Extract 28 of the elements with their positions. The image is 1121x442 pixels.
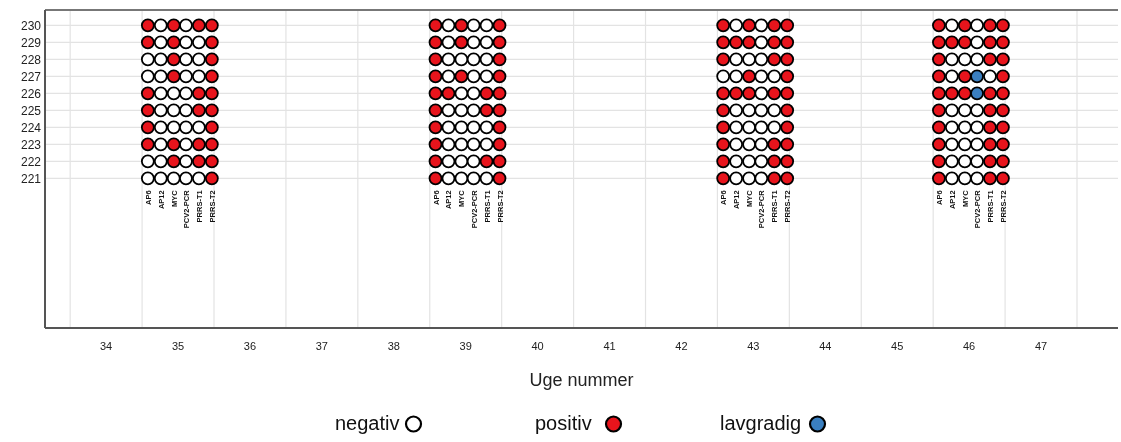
y-tick-label: 224 — [20, 120, 42, 135]
x-tick-label: 40 — [531, 340, 544, 352]
x-tick-label: 42 — [675, 340, 688, 352]
x-tick-label: 44 — [819, 340, 832, 352]
y-tick-label: 229 — [20, 35, 42, 50]
y-tick-label: 225 — [20, 103, 42, 118]
x-tick-label: 45 — [891, 340, 904, 352]
y-tick-label: 223 — [20, 137, 42, 152]
x-tick-label: 36 — [243, 340, 257, 352]
x-tick-label: 35 — [171, 340, 185, 352]
x-tick-label: 38 — [387, 340, 400, 352]
x-tick-label: 43 — [747, 340, 760, 352]
legend-label: lavgradig — [720, 412, 802, 434]
y-tick-label: 227 — [20, 69, 42, 84]
y-tick-label: 230 — [20, 18, 42, 33]
y-tick-label: 226 — [20, 86, 42, 101]
legend-label: negativ — [335, 412, 400, 434]
x-tick-label: 39 — [459, 340, 472, 352]
y-tick-label: 228 — [20, 52, 42, 67]
x-tick-label: 41 — [603, 340, 616, 352]
x-tick-label: 34 — [100, 340, 113, 352]
x-tick-label: 47 — [1034, 340, 1048, 352]
x-tick-label: 37 — [315, 340, 329, 352]
x-tick-label: 46 — [963, 340, 976, 352]
y-tick-label: 221 — [20, 171, 42, 186]
legend-label: positiv — [535, 412, 592, 434]
x-axis-title: Uge nummer — [529, 370, 634, 390]
y-tick-label: 222 — [20, 154, 42, 169]
